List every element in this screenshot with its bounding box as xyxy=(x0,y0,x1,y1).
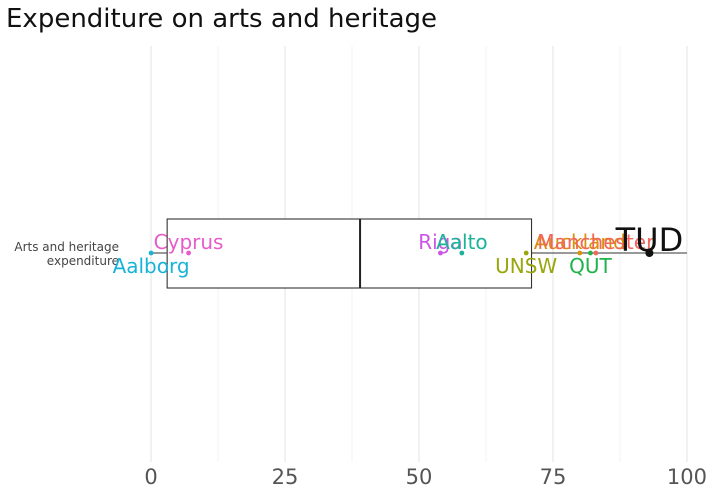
category-label-line-1: Arts and heritage xyxy=(14,240,119,254)
data-point-manchester xyxy=(593,250,599,256)
data-label-cyprus: Cyprus xyxy=(154,230,224,254)
data-point-riga xyxy=(438,250,443,256)
box-iqr xyxy=(166,218,533,289)
x-tick-label: 75 xyxy=(540,465,567,489)
x-tick-label: 25 xyxy=(272,465,299,489)
chart-title: Expenditure on arts and heritage xyxy=(6,4,437,34)
data-point-aalto xyxy=(459,250,465,256)
category-label: Arts and heritage expenditure xyxy=(14,240,119,268)
data-label-aalto: Aalto xyxy=(436,230,488,254)
data-label-tud: TUD xyxy=(615,221,684,259)
category-label-line-2: expenditure xyxy=(47,254,119,268)
boxplot xyxy=(151,218,687,289)
data-label-manchester: Manchester xyxy=(537,230,655,254)
data-point-qut xyxy=(588,250,593,256)
data-point-auckland xyxy=(577,250,583,256)
data-point-cyprus xyxy=(186,250,191,256)
data-label-qut: QUT xyxy=(569,254,612,278)
x-tick-label: 50 xyxy=(406,465,433,489)
x-tick-label: 0 xyxy=(144,465,157,489)
data-point-unsw xyxy=(523,250,529,256)
data-label-riga: Riga xyxy=(418,230,462,254)
x-tick-label: 100 xyxy=(667,465,707,489)
data-label-aalborg: Aalborg xyxy=(113,254,190,278)
data-label-unsw: UNSW xyxy=(495,254,557,278)
x-axis-ticks: 0 25 50 75 100 xyxy=(144,465,707,489)
data-point-tud xyxy=(645,249,654,257)
data-point-aalborg xyxy=(148,250,154,256)
data-label-auckland: Auckland xyxy=(534,230,626,254)
